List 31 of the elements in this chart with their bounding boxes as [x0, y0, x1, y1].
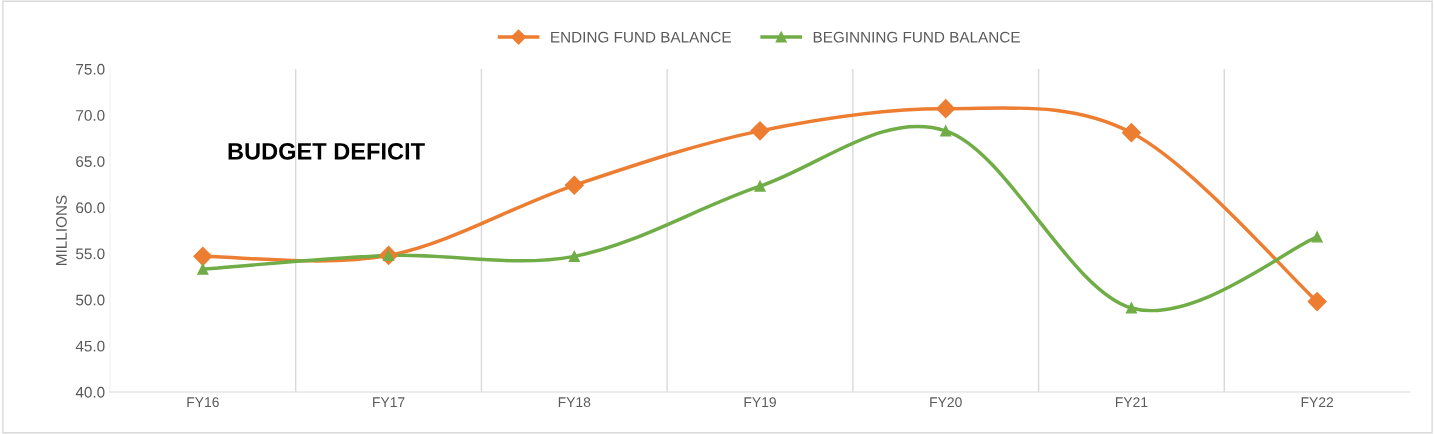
y-tick-label: 50.0 [76, 294, 105, 306]
point [1307, 292, 1327, 312]
legend-label: BEGINNING FUND BALANCE [813, 31, 1020, 43]
x-tick-label: FY16 [187, 397, 219, 408]
x-tick-label: FY21 [1115, 397, 1148, 407]
y-axis-title: MILLIONS [56, 195, 67, 265]
y-tick-label: 40.0 [75, 386, 105, 398]
legend-label: ENDING FUND BALANCE [551, 31, 731, 43]
y-tick-label: 75.0 [76, 63, 105, 75]
y-tick-label: 60.0 [76, 202, 105, 214]
point [754, 180, 766, 192]
point [564, 175, 584, 195]
point [940, 125, 952, 137]
x-tick-label: FY17 [373, 397, 405, 407]
x-tick-label: FY19 [744, 397, 776, 408]
annotation: BUDGET DEFICIT [228, 142, 425, 160]
y-tick-label: 70.0 [76, 110, 105, 121]
y-tick-label: 45.0 [75, 340, 105, 352]
x-tick-label: FY20 [930, 397, 962, 408]
point [1125, 302, 1137, 314]
point [197, 263, 209, 275]
point [1121, 123, 1141, 143]
point [936, 99, 956, 119]
y-tick-label: 55.0 [76, 248, 105, 260]
y-tick-label: 65.0 [76, 156, 105, 167]
x-tick-label: FY18 [558, 397, 591, 408]
point [193, 246, 213, 266]
point [1311, 231, 1323, 243]
point [750, 121, 770, 141]
x-tick-label: FY22 [1301, 397, 1334, 407]
point [568, 250, 580, 262]
